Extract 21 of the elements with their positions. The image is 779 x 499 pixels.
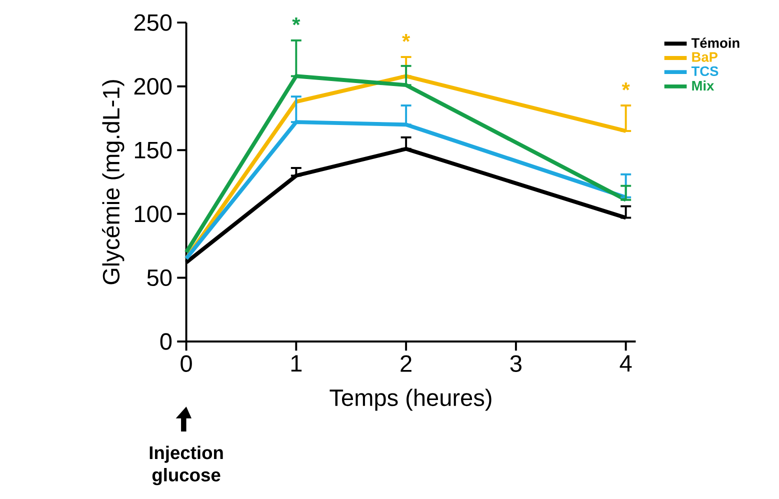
x-tick-label: 0	[180, 355, 192, 372]
legend-label: Témoin	[691, 37, 740, 48]
text: Injection glucose	[150, 446, 223, 485]
x-tick-label: 1	[291, 355, 302, 372]
legend-label: Mix	[692, 80, 714, 90]
legend-label: TCS	[691, 66, 718, 76]
annotation: *	[622, 82, 630, 90]
y-tick-label: 200	[134, 78, 172, 94]
y-tick-label: 0	[160, 332, 172, 350]
y-tick-label: 50	[147, 269, 172, 286]
y-tick-label: 250	[134, 14, 172, 31]
x-tick-label: 2	[400, 355, 412, 372]
x-tick-label: 3	[510, 355, 522, 372]
legend-label: BaP	[692, 52, 718, 62]
y-tick-label: 100	[134, 205, 172, 222]
x-axis-title: Temps (heures)	[330, 388, 492, 410]
annotation: *	[402, 34, 410, 42]
y-tick-label: 150	[134, 142, 172, 158]
y-axis-title: Glycémie (mg.dL-1)	[102, 80, 124, 284]
annotation: *	[292, 17, 300, 26]
x-tick-label: 4	[620, 355, 632, 372]
